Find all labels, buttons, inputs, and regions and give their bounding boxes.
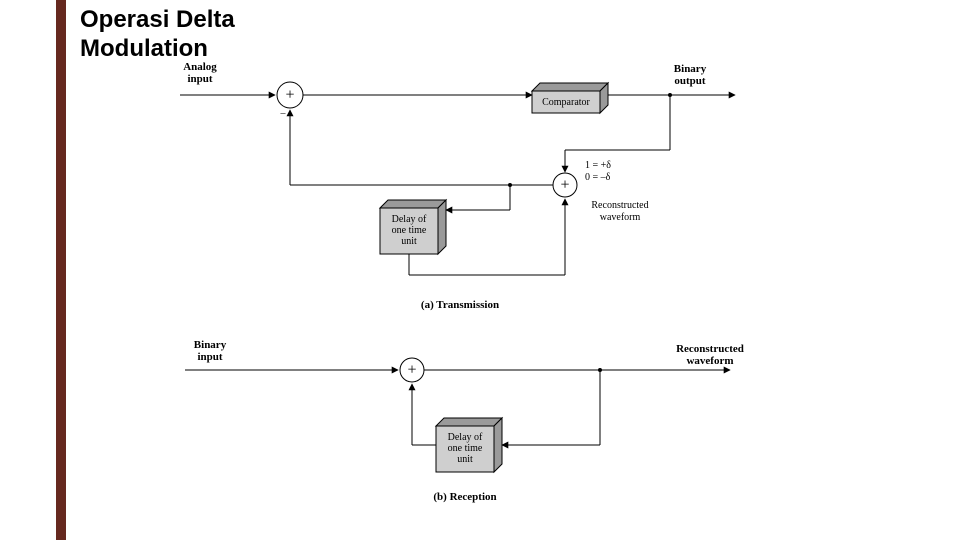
delta-line2: 0 = –δ (585, 172, 611, 183)
caption-rx: (b) Reception (433, 491, 496, 503)
binary-output-label-2: output (674, 75, 706, 87)
caption-tx: (a) Transmission (421, 299, 499, 311)
recon-rx-l1: Reconstructed (676, 343, 744, 355)
sum-fb-symbol: + (560, 177, 569, 194)
diagram-canvas: Analog input + – Comparator Binary outpu… (170, 50, 850, 530)
delay-rx-l3: unit (457, 454, 473, 465)
sum-tx-symbol: + (285, 87, 294, 104)
recon-tx-2: waveform (600, 212, 641, 223)
minus-mark: – (280, 108, 287, 119)
binary-output-label: Binary (674, 63, 707, 75)
delay-tx-l1: Delay of (392, 214, 427, 225)
delta-line1: 1 = +δ (585, 160, 611, 171)
delay-rx-l1: Delay of (448, 432, 483, 443)
recon-tx-1: Reconstructed (591, 200, 648, 211)
delay-rx-l2: one time (448, 443, 483, 454)
accent-bar (56, 0, 66, 540)
comparator-text: Comparator (542, 97, 590, 108)
recon-rx-l2: waveform (686, 355, 733, 367)
analog-input-label-2: input (187, 73, 212, 85)
analog-input-label: Analog (183, 61, 217, 73)
binary-input-l2: input (197, 351, 222, 363)
sum-rx-symbol: + (407, 362, 416, 379)
delay-tx-l3: unit (401, 236, 417, 247)
binary-input-l1: Binary (194, 339, 227, 351)
comparator-box: Comparator (532, 83, 608, 113)
delay-tx-box: Delay of one time unit (380, 200, 446, 254)
delay-rx-box: Delay of one time unit (436, 418, 502, 472)
delay-tx-l2: one time (392, 225, 427, 236)
